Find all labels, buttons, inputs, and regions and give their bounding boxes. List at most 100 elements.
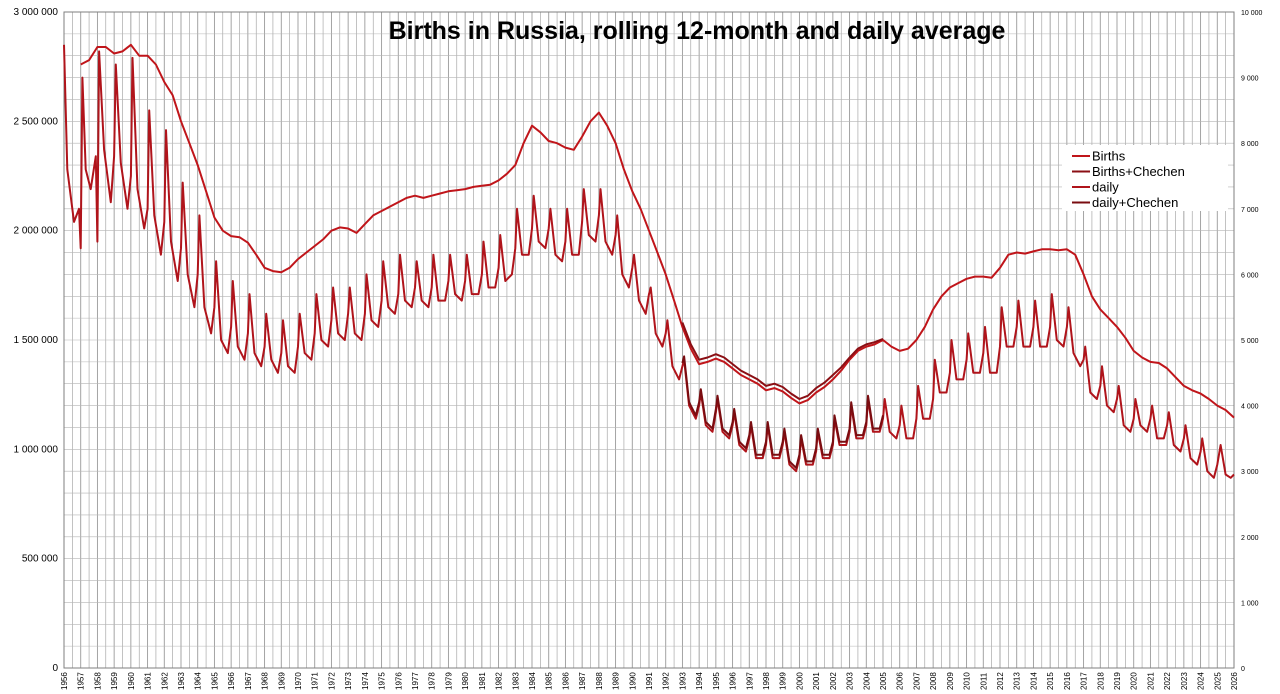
x-tick-label: 2005 (879, 672, 888, 690)
x-tick-label: 1985 (545, 672, 554, 690)
x-tick-label: 2002 (829, 672, 838, 690)
x-tick-label: 2012 (996, 672, 1005, 690)
x-tick-label: 2022 (1163, 672, 1172, 690)
y-right-tick-label: 4 000 (1241, 404, 1259, 411)
axes: 0 500 000 1 000 000 1 500 000 2 000 000 2 500… (14, 7, 1263, 690)
y-right-tick-label: 1 000 (1241, 600, 1259, 607)
x-tick-label: 1998 (762, 672, 771, 690)
x-tick-label: 1988 (595, 672, 604, 690)
grid (63, 11, 1235, 669)
y-right-tick-label: 6 000 (1241, 272, 1259, 279)
x-tick-label: 1958 (93, 672, 102, 690)
x-tick-label: 1997 (745, 672, 754, 690)
x-tick-label: 2009 (946, 672, 955, 690)
x-tick-label: 2004 (862, 672, 871, 690)
x-tick-label: 2006 (896, 672, 905, 690)
x-tick-label: 1983 (511, 672, 520, 690)
x-tick-label: 2017 (1080, 672, 1089, 690)
series-line-daily-chechen (681, 355, 884, 469)
x-tick-label: 2000 (795, 672, 804, 690)
y-right-tick-label: 5 000 (1241, 338, 1259, 345)
x-tick-label: 1989 (612, 672, 621, 690)
x-tick-label: 1991 (645, 672, 654, 690)
x-tick-label: 1993 (678, 672, 687, 690)
x-tick-label: 1972 (327, 672, 336, 690)
y-left-tick-label: 0 (52, 663, 58, 674)
legend-label: Births+Chechen (1092, 164, 1185, 179)
x-tick-label: 1971 (311, 672, 320, 690)
x-tick-label: 1965 (210, 672, 219, 690)
series-line-daily (63, 44, 1235, 479)
x-tick-label: 1980 (461, 672, 470, 690)
x-tick-label: 1957 (77, 672, 86, 690)
x-tick-label: 1962 (160, 672, 169, 690)
x-tick-label: 2007 (912, 672, 921, 690)
x-tick-label: 2011 (979, 672, 988, 690)
x-tick-label: 1973 (344, 672, 353, 690)
y-right-tick-label: 10 000 (1241, 10, 1263, 17)
x-tick-label: 1990 (628, 672, 637, 690)
x-tick-label: 1994 (695, 672, 704, 690)
chart-title: Births in Russia, rolling 12-month and d… (389, 17, 1006, 45)
y-left-tick-label: 2 000 000 (14, 226, 59, 237)
x-tick-label: 1969 (277, 672, 286, 690)
y-left-tick-label: 1 000 000 (14, 444, 59, 455)
y-left-tick-label: 3 000 000 (14, 7, 59, 18)
legend-label: daily+Chechen (1092, 195, 1178, 210)
x-tick-label: 1964 (194, 672, 203, 690)
y-right-tick-label: 0 (1241, 666, 1245, 673)
x-tick-label: 1995 (712, 672, 721, 690)
legend-label: Births (1092, 149, 1126, 164)
y-right-tick-label: 9 000 (1241, 76, 1259, 83)
x-tick-label: 2018 (1096, 672, 1105, 690)
x-tick-label: 2024 (1197, 672, 1206, 690)
x-tick-label: 2010 (963, 672, 972, 690)
x-tick-label: 1963 (177, 672, 186, 690)
x-tick-label: 2021 (1146, 672, 1155, 690)
x-tick-label: 1970 (294, 672, 303, 690)
y-right-tick-label: 3 000 (1241, 469, 1259, 476)
x-tick-label: 2008 (929, 672, 938, 690)
x-tick-label: 1981 (478, 672, 487, 690)
x-tick-label: 1961 (144, 672, 153, 690)
x-tick-label: 1977 (411, 672, 420, 690)
x-tick-label: 1992 (662, 672, 671, 690)
x-tick-label: 1982 (495, 672, 504, 690)
y-right-tick-label: 8 000 (1241, 141, 1259, 148)
y-left-tick-label: 2 500 000 (14, 116, 59, 127)
series-line-births-chechen (681, 322, 884, 400)
x-tick-label: 1979 (444, 672, 453, 690)
x-tick-label: 2015 (1046, 672, 1055, 690)
x-tick-label: 1967 (244, 672, 253, 690)
x-tick-label: 1974 (361, 672, 370, 690)
x-tick-label: 2020 (1130, 672, 1139, 690)
x-tick-label: 2026 (1230, 672, 1239, 690)
x-tick-label: 1999 (779, 672, 788, 690)
x-tick-label: 1984 (528, 672, 537, 690)
x-tick-label: 1986 (561, 672, 570, 690)
y-left-tick-label: 500 000 (22, 554, 59, 565)
x-tick-label: 2013 (1013, 672, 1022, 690)
x-tick-label: 1978 (428, 672, 437, 690)
x-tick-label: 1959 (110, 672, 119, 690)
x-tick-label: 1975 (378, 672, 387, 690)
x-tick-label: 1966 (227, 672, 236, 690)
series-lines (63, 43, 1235, 479)
x-tick-label: 2025 (1213, 672, 1222, 690)
x-tick-label: 2001 (812, 672, 821, 690)
y-right-tick-label: 2 000 (1241, 535, 1259, 542)
series-line-births (80, 43, 1235, 419)
x-tick-label: 2023 (1180, 672, 1189, 690)
legend-label: daily (1092, 180, 1119, 195)
y-left-tick-label: 1 500 000 (14, 335, 59, 346)
x-tick-label: 2014 (1029, 672, 1038, 690)
plot-frame (63, 11, 1235, 669)
x-tick-label: 1968 (261, 672, 270, 690)
x-tick-label: 1960 (127, 672, 136, 690)
x-tick-label: 2003 (846, 672, 855, 690)
x-tick-label: 1956 (60, 672, 69, 690)
